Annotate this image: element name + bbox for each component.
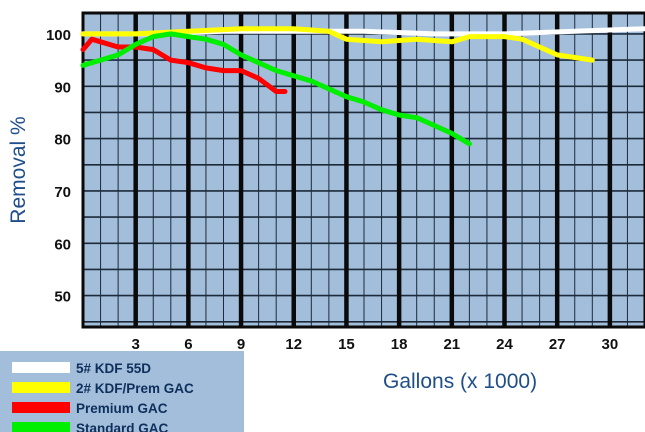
legend-label: 5# KDF 55D xyxy=(76,361,151,376)
x-tick-label: 21 xyxy=(443,336,460,353)
y-axis-label: Removal % xyxy=(7,116,30,223)
y-tick-label: 70 xyxy=(54,184,71,201)
y-tick-label: 60 xyxy=(54,236,71,253)
legend-swatch xyxy=(12,422,70,432)
y-tick-labels: 100 90 80 70 60 50 xyxy=(46,27,71,306)
x-tick-label: 30 xyxy=(602,336,619,353)
plot-frame xyxy=(81,11,645,329)
legend: 5# KDF 55D 2# KDF/Prem GAC Premium GAC Stan… xyxy=(0,351,244,432)
x-tick-label: 18 xyxy=(391,336,408,353)
legend-label: 2# KDF/Prem GAC xyxy=(76,381,194,396)
x-tick-label: 15 xyxy=(338,336,355,353)
x-tick-labels: 3 6 9 12 15 18 21 24 27 30 xyxy=(132,336,619,353)
x-tick-label: 12 xyxy=(285,336,302,353)
x-tick-label: 6 xyxy=(184,336,192,353)
legend-swatch xyxy=(12,362,70,373)
x-tick-label: 27 xyxy=(549,336,566,353)
series-line-2-kdf-prem-gac xyxy=(80,26,595,63)
y-tick-label: 50 xyxy=(54,289,71,306)
x-tick-label: 24 xyxy=(496,336,513,353)
legend-label: Standard GAC xyxy=(76,421,169,432)
series-line-premium-gac xyxy=(80,36,288,94)
legend-label: Premium GAC xyxy=(76,401,168,416)
y-tick-label: 80 xyxy=(54,132,71,149)
x-tick-label: 3 xyxy=(132,336,140,353)
series-layer xyxy=(80,26,645,147)
legend-swatch xyxy=(12,402,70,413)
y-tick-label: 90 xyxy=(54,79,71,96)
y-tick-label: 100 xyxy=(46,27,71,44)
grid xyxy=(81,11,645,329)
series-line-standard-gac xyxy=(80,31,472,147)
x-axis-label: Gallons (x 1000) xyxy=(383,370,537,393)
x-tick-label: 9 xyxy=(237,336,245,353)
legend-swatch xyxy=(12,382,70,393)
